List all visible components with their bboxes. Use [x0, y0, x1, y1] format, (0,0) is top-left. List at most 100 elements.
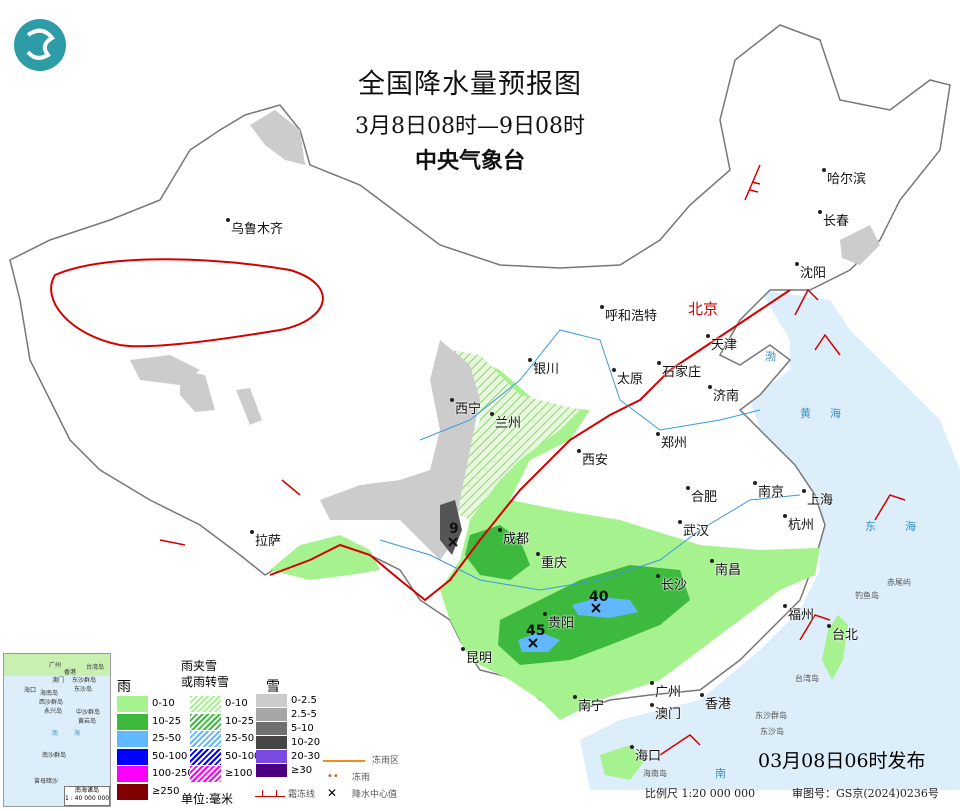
sea-huanghai-hai: 海: [830, 407, 841, 420]
city-yinchuan: 银川: [528, 358, 559, 377]
yangtze-river: [379, 494, 801, 591]
inset-label: 曾母暗沙: [34, 778, 59, 785]
legend-label-rain: 25-50: [152, 733, 182, 744]
city-label: 武汉: [683, 524, 710, 539]
inset-scale: 1 : 40 000 000: [65, 795, 110, 802]
city-dot-icon: [795, 262, 799, 266]
legend-label-rain: 50-100: [152, 750, 188, 762]
inset-label: 澳门: [52, 677, 65, 684]
legend-swatch-rain: [117, 696, 148, 712]
city-xining: 西宁: [450, 398, 481, 417]
city-dot-icon: [708, 385, 712, 389]
city-dot-icon: [802, 489, 806, 493]
agency: 中央气象台: [414, 148, 525, 174]
inset-title: 南海诸岛: [74, 787, 99, 794]
freezing-rain-zone-line-icon: [323, 760, 365, 762]
city-dot-icon: [630, 745, 634, 749]
city-label: 拉萨: [255, 534, 282, 549]
rain-0-10-hainan: [600, 745, 645, 780]
city-label: 重庆: [541, 556, 568, 571]
precip-center-value: 40: [589, 589, 609, 605]
legend-freezing-rain: 冻雨: [352, 773, 371, 783]
city-dot-icon: [686, 486, 690, 490]
city-dot-icon: [827, 624, 831, 628]
city-tianjin: 天津: [706, 334, 737, 353]
city-dot-icon: [573, 695, 577, 699]
city-dot-icon: [678, 520, 682, 524]
city-label: 台北: [832, 628, 859, 643]
legend-swatch-snow: [256, 722, 287, 735]
inset-label: 海: [74, 730, 81, 737]
inset-label: 广州: [49, 662, 62, 669]
legend-mixed-title-2: 或雨转雪: [181, 675, 230, 689]
legend-snow-title: 雪: [266, 679, 280, 695]
inset-land: [4, 654, 110, 676]
city-dot-icon: [650, 681, 654, 685]
city-zhengzhou: 郑州: [656, 432, 687, 451]
map-permit-number: 审图号：GS京(2024)0236号: [792, 787, 939, 800]
city-label: 澳门: [655, 707, 682, 722]
city-dot-icon: [753, 481, 757, 485]
city-xian: 西安: [577, 449, 608, 468]
rain-25-50-a: [572, 597, 638, 618]
frost-line-xinjiang: [50, 258, 324, 348]
yellow-river: [419, 329, 761, 441]
legend-label-mixed: 0-10: [225, 698, 248, 709]
city-dot-icon: [818, 210, 822, 214]
city-label: 兰州: [495, 416, 522, 431]
city-label: 杭州: [788, 518, 815, 533]
legend-swatch-mixed: [190, 748, 221, 765]
inset-label: 东沙群岛: [72, 677, 97, 684]
city-changchun: 长春: [818, 210, 849, 229]
city-label: 呼和浩特: [605, 309, 658, 324]
label-dongsha-islands: 东沙群岛: [755, 711, 787, 720]
legend-precip-center: 降水中心值: [352, 790, 398, 800]
city-dot-icon: [700, 693, 704, 697]
city-dot-icon: [490, 412, 494, 416]
frost-line-main: [269, 289, 791, 602]
taiwan: [822, 615, 848, 680]
map-title: 全国降水量预报图: [358, 69, 582, 100]
city-label: 广州: [655, 685, 682, 700]
inset-label: 台湾岛: [86, 664, 105, 671]
label-taiwan-island: 台湾岛: [795, 674, 819, 683]
city-label: 成都: [503, 532, 530, 547]
city-huhehaote: 呼和浩特: [600, 305, 657, 324]
south-china-sea-inset: 广州 香港 澳门 台湾岛 东沙群岛 东沙岛 海口 海南岛 西沙群岛 永兴岛 中沙…: [3, 653, 111, 807]
issued-time: 03月08日06时发布: [758, 750, 926, 772]
inset-caption: 南海诸岛 1 : 40 000 000: [64, 786, 110, 806]
city-dot-icon: [461, 647, 465, 651]
city-changsha: 长沙: [656, 574, 687, 593]
city-dot-icon: [450, 398, 454, 402]
city-dot-icon: [650, 703, 654, 707]
city-label: 上海: [807, 493, 834, 508]
snow-0-2.5-xinjiang-2: [180, 370, 215, 412]
legend-swatch-mixed: [190, 766, 221, 782]
city-label: 贵阳: [548, 616, 575, 631]
city-label: 济南: [713, 389, 740, 404]
sea: [580, 290, 960, 790]
inset-label: 海口: [24, 687, 37, 694]
legend-swatch-mixed: [190, 713, 221, 730]
city-dot-icon: [657, 361, 661, 365]
legend-label-mixed: 50-100: [225, 750, 261, 762]
precip-center-markers: [448, 537, 601, 648]
city-hefei: 合肥: [686, 486, 717, 505]
legend-label-snow: 5-10: [291, 722, 314, 734]
city-label: 郑州: [661, 436, 688, 451]
legend-swatch-rain: [117, 713, 148, 730]
legend-swatch-snow: [256, 764, 287, 777]
legend-label-snow: 20-30: [291, 750, 321, 762]
city-dot-icon: [822, 168, 826, 172]
legend-swatch-rain: [117, 766, 148, 782]
legend-label-snow: 2.5-5: [291, 708, 317, 720]
city-label: 长春: [823, 214, 850, 229]
city-label: 合肥: [691, 490, 718, 505]
forecast-period: 3月8日08时—9日08时: [355, 114, 585, 139]
city-dot-icon: [528, 358, 532, 362]
inset-label: 西沙群岛: [39, 699, 64, 706]
city-label: 海口: [635, 749, 662, 764]
cma-logo: [14, 19, 66, 71]
city-kunming: 昆明: [461, 647, 492, 666]
snow-5-10: [440, 500, 462, 555]
